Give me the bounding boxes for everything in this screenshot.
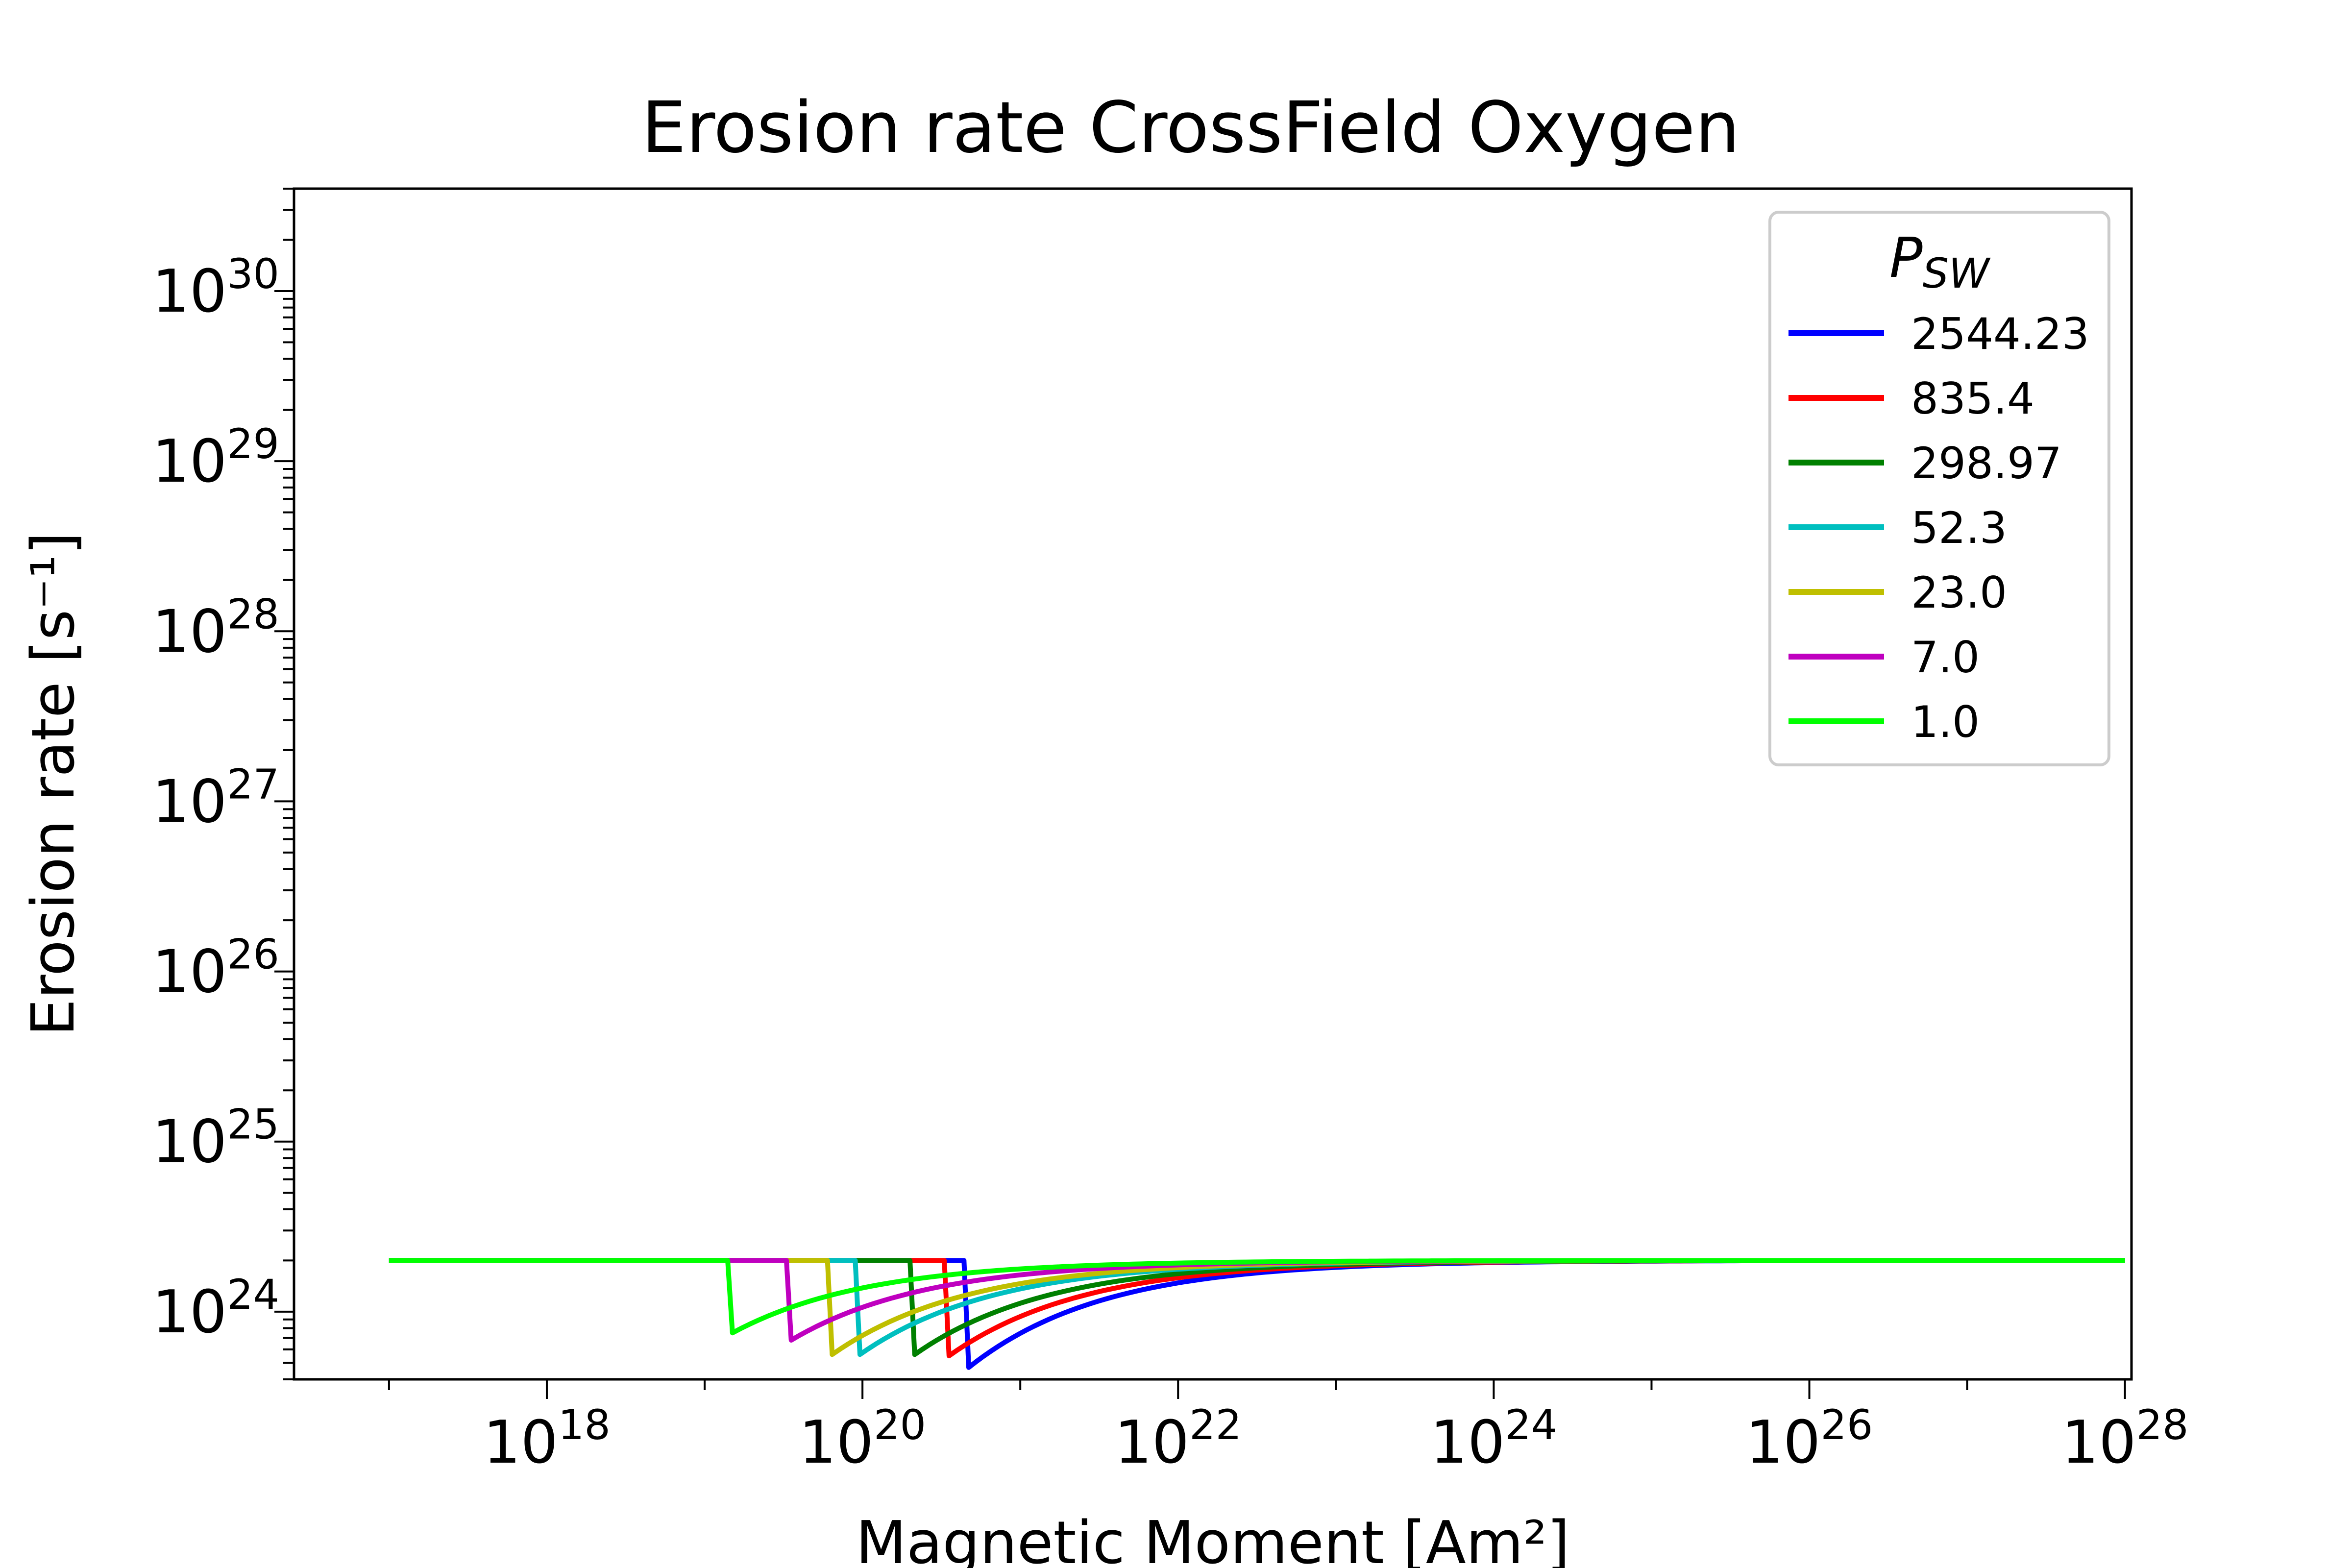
x-tick-label: 1026	[1746, 1401, 1873, 1477]
y-tick-label: 1030	[152, 250, 279, 326]
x-tick-label: 1028	[2061, 1401, 2189, 1477]
legend-label: 52.3	[1911, 503, 2007, 553]
legend-title-sub: SW	[1923, 249, 1991, 297]
y-tick-label: 1028	[152, 590, 279, 666]
y-axis: 1024 1025 1026 1027 1028 1029 1030	[152, 188, 294, 1380]
series-layer	[389, 1258, 2125, 1370]
legend: PSW 2544.23 835.4 298.97 52.3 23.0 7.0 1.0	[1768, 211, 2110, 766]
legend-label: 298.97	[1911, 438, 2062, 489]
legend-label: 23.0	[1911, 567, 2007, 618]
x-tick-label: 1022	[1114, 1401, 1242, 1477]
legend-box	[1768, 211, 2110, 766]
legend-title: PSW	[1889, 226, 1991, 297]
x-axis: 1018 1020 1022 1024 1026 1028	[388, 1379, 2189, 1477]
legend-label: 835.4	[1911, 373, 2034, 424]
legend-label: 1.0	[1911, 697, 1980, 747]
y-tick-label: 1027	[152, 760, 279, 836]
legend-label: 2544.23	[1911, 309, 2089, 359]
y-tick-label: 1026	[152, 931, 279, 1006]
x-tick-label: 1020	[799, 1401, 926, 1477]
x-tick-label: 1018	[483, 1401, 611, 1477]
y-tick-label: 1029	[152, 420, 279, 496]
x-tick-label: 1024	[1430, 1401, 1558, 1477]
series-line	[389, 1258, 2125, 1336]
y-tick-label: 1025	[152, 1101, 279, 1176]
plot-frame	[293, 187, 2133, 1381]
legend-entries: 2544.23 835.4 298.97 52.3 23.0 7.0 1.0	[1788, 309, 2089, 747]
y-axis-label: Erosion rate [s⁻¹]	[20, 532, 88, 1036]
legend-label: 7.0	[1911, 632, 1980, 683]
legend-title-main: P	[1889, 226, 1923, 290]
chart-title: Erosion rate CrossField Oxygen	[641, 86, 1740, 169]
x-axis-label: Magnetic Moment [Am²]	[856, 1509, 1569, 1568]
y-tick-label: 1024	[152, 1271, 279, 1347]
